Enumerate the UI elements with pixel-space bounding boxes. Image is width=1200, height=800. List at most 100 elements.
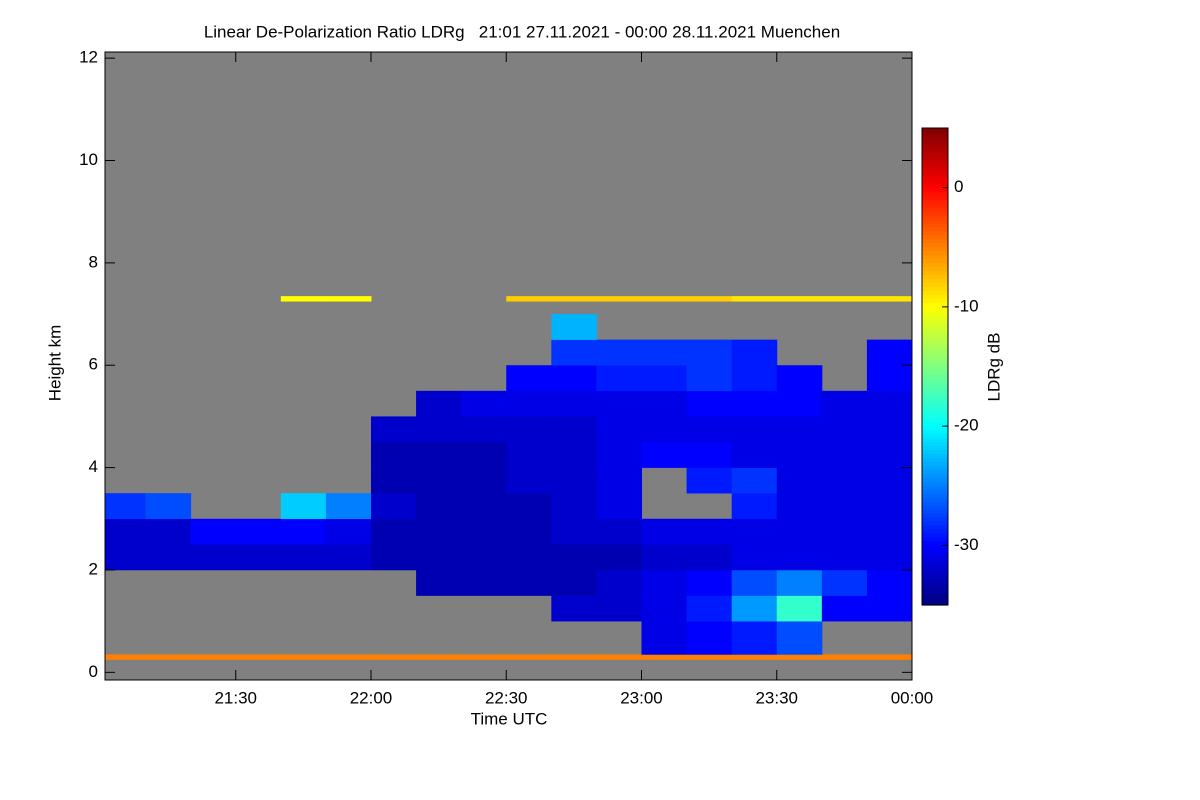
- colorbar-segment: [922, 497, 948, 503]
- colorbar-segment: [922, 358, 948, 364]
- colorbar-segment: [922, 374, 948, 380]
- colorbar-segment: [922, 354, 948, 360]
- colorbar-segment: [922, 223, 948, 228]
- y-tick-label: 0: [89, 662, 98, 681]
- heatmap-cell: [776, 544, 823, 571]
- heatmap-cell: [641, 595, 688, 622]
- colorbar-tick-label: -20: [954, 416, 979, 435]
- colorbar-segment: [922, 597, 948, 602]
- heatmap-cell: [416, 544, 462, 571]
- heatmap-cell: [866, 339, 913, 366]
- heatmap-cell: [686, 518, 733, 545]
- colorbar-segment: [922, 386, 948, 391]
- heatmap-cell: [596, 442, 642, 468]
- heatmap-cell: [866, 595, 913, 622]
- heatmap-cell: [461, 654, 507, 660]
- colorbar-segment: [922, 163, 948, 169]
- heatmap-cell: [641, 390, 688, 417]
- heatmap-cell: [280, 544, 327, 571]
- x-tick-label: 23:00: [620, 688, 663, 707]
- heatmap-cell: [821, 442, 868, 468]
- heatmap-cell: [641, 416, 688, 443]
- heatmap-cell: [596, 390, 642, 417]
- heatmap-cell: [461, 467, 507, 494]
- heatmap-cell: [641, 621, 688, 655]
- heatmap-cell: [596, 595, 642, 622]
- heatmap-cell: [506, 569, 552, 596]
- heatmap-cell: [370, 654, 417, 660]
- heatmap-cell: [416, 390, 462, 417]
- heatmap-cell: [821, 296, 868, 302]
- colorbar-segment: [922, 414, 948, 419]
- heatmap-cell: [641, 569, 688, 596]
- heatmap-cell: [686, 339, 733, 366]
- heatmap-cell: [821, 569, 868, 596]
- heatmap-cell: [551, 416, 597, 443]
- colorbar-segment: [922, 438, 948, 443]
- heatmap-cell: [416, 493, 462, 520]
- colorbar-segment: [922, 529, 948, 535]
- colorbar-segment: [922, 143, 948, 149]
- colorbar-segment: [922, 275, 948, 280]
- heatmap-cell: [325, 518, 372, 545]
- heatmap-cell: [866, 518, 913, 545]
- colorbar-segment: [922, 350, 948, 356]
- heatmap-cell: [551, 442, 597, 468]
- colorbar-segment: [922, 517, 948, 523]
- colorbar-segment: [922, 135, 948, 141]
- colorbar-segment: [922, 235, 948, 240]
- colorbar-segment: [922, 326, 948, 332]
- heatmap-cell: [821, 416, 868, 443]
- heatmap-cell: [866, 544, 913, 571]
- heatmap-cell: [105, 493, 147, 520]
- heatmap-cell: [776, 442, 823, 468]
- colorbar-segment: [922, 509, 948, 515]
- heatmap-cell: [821, 595, 868, 622]
- y-tick-label: 2: [89, 559, 98, 578]
- heatmap-cell: [596, 339, 642, 366]
- colorbar-segment: [922, 366, 948, 372]
- colorbar-segment: [922, 251, 948, 256]
- heatmap-cell: [821, 493, 868, 520]
- heatmap-cell: [370, 442, 417, 468]
- heatmap-cell: [776, 595, 823, 622]
- heatmap-cell: [280, 296, 327, 302]
- heatmap-cell: [416, 467, 462, 494]
- colorbar-segment: [922, 287, 948, 292]
- colorbar-segment: [922, 449, 948, 455]
- heatmap-cell: [416, 442, 462, 468]
- heatmap-cell: [551, 296, 597, 302]
- heatmap-cell: [686, 621, 733, 655]
- colorbar-segment: [922, 493, 948, 499]
- heatmap-cell: [370, 544, 417, 571]
- heatmap-cell: [686, 595, 733, 622]
- heatmap-cell: [551, 339, 597, 366]
- heatmap-cell: [551, 654, 597, 660]
- heatmap-cell: [641, 654, 688, 660]
- heatmap-cell: [551, 518, 597, 545]
- heatmap-cell: [641, 544, 688, 571]
- colorbar-segment: [922, 191, 948, 197]
- heatmap-cell: [641, 518, 688, 545]
- heatmap-cell: [731, 654, 778, 660]
- heatmap-cell: [731, 518, 778, 545]
- heatmap-cell: [551, 493, 597, 520]
- heatmap-cell: [461, 442, 507, 468]
- colorbar-segment: [922, 561, 948, 566]
- heatmap-cell: [731, 365, 778, 392]
- colorbar-segment: [922, 537, 948, 542]
- y-tick-label: 4: [89, 457, 98, 476]
- heatmap-cell: [416, 569, 462, 596]
- heatmap-cell: [641, 365, 688, 392]
- heatmap-cell: [821, 544, 868, 571]
- heatmap-cell: [506, 416, 552, 443]
- colorbar-segment: [922, 167, 948, 173]
- heatmap-cell: [866, 493, 913, 520]
- colorbar-segment: [922, 322, 948, 328]
- colorbar-segment: [922, 147, 948, 153]
- colorbar-segment: [922, 294, 948, 300]
- heatmap-cell: [866, 365, 913, 392]
- colorbar-segment: [922, 338, 948, 344]
- colorbar-segment: [922, 473, 948, 479]
- colorbar-tick-label: -10: [954, 296, 979, 315]
